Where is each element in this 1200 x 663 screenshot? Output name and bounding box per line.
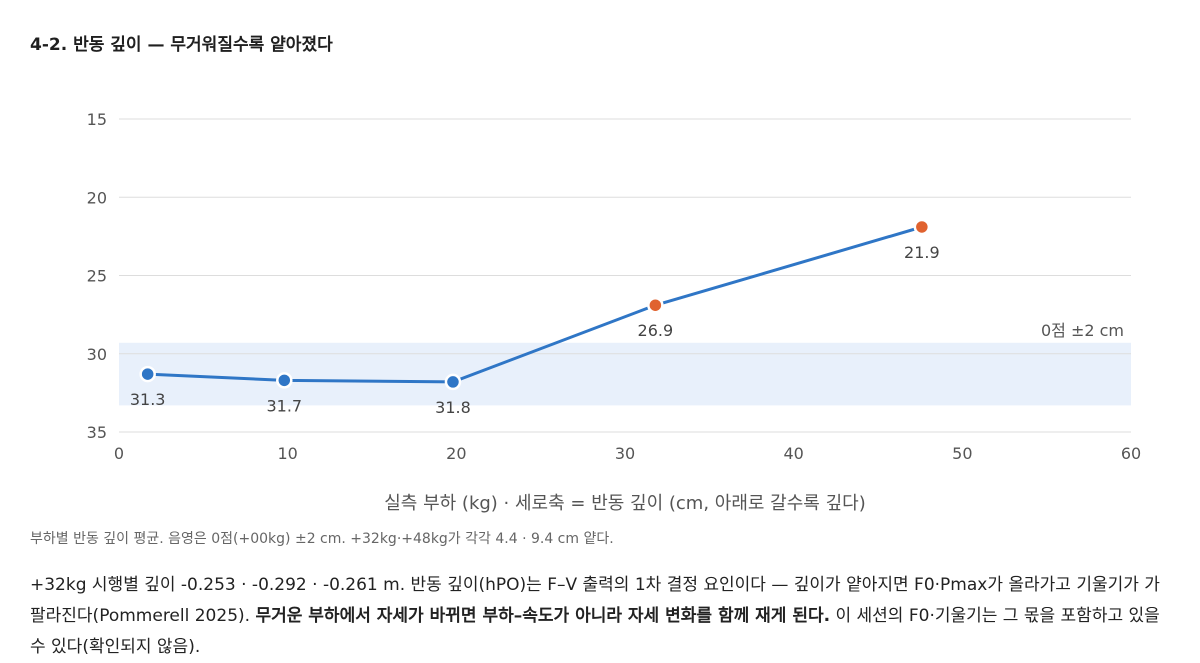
- data-label-3: 31.8: [435, 398, 471, 417]
- grid-layer: [119, 118, 1131, 433]
- x-tick-label-40: 40: [783, 444, 803, 463]
- data-point-5: [913, 218, 931, 236]
- data-points-layer: [139, 218, 931, 391]
- y-tick-label-25: 25: [87, 267, 107, 286]
- band-layer: 0점 ±2 cm: [119, 321, 1131, 406]
- analysis-text-part1: +32kg 시행별 깊이 -0.253 · -0.292 · -0.261 m.…: [30, 575, 1160, 626]
- x-tick-label-60: 60: [1121, 444, 1141, 463]
- section-title: 4-2. 반동 깊이 — 무거워질수록 얕아졌다: [30, 35, 333, 55]
- y-tick-label-35: 35: [87, 423, 107, 442]
- data-point-4: [647, 296, 664, 314]
- data-point-2: [276, 372, 293, 389]
- data-point-3: [444, 373, 462, 391]
- x-tick-label-10: 10: [277, 444, 297, 463]
- data-point-1: [139, 365, 156, 383]
- x-tick-label-30: 30: [615, 444, 635, 463]
- x-tick-label-0: 0: [114, 444, 124, 463]
- analysis-paragraph: +32kg 시행별 깊이 -0.253 · -0.292 · -0.261 m.…: [30, 570, 1170, 663]
- x-axis-title: 실측 부하 (kg) · 세로축 = 반동 깊이 (cm, 아래로 갈수록 깊다…: [384, 493, 865, 514]
- data-label-1: 31.3: [130, 390, 166, 409]
- x-tick-labels: 0 10 20 30 40 50 60: [114, 444, 1141, 463]
- analysis-emphasis: 무거운 부하에서 자세가 바뀌면 부하–속도가 아니라 자세 변화를 함께 재게…: [255, 606, 831, 626]
- y-tick-label-15: 15: [87, 110, 107, 129]
- data-labels-layer: 31.3 31.7 31.8 26.9 21.9: [130, 243, 940, 417]
- x-tick-label-50: 50: [952, 444, 972, 463]
- chart-caption: 부하별 반동 깊이 평균. 음영은 0점(+00kg) ±2 cm. +32kg…: [30, 531, 614, 547]
- analysis-text-part2: 이 세션의 F0·기울기는 그 몫을 포함하고 있을 수 있다(확인되지 않음)…: [30, 606, 1160, 657]
- data-label-5: 21.9: [904, 243, 940, 262]
- y-tick-labels: 15 20 25 30 35: [87, 110, 107, 442]
- y-tick-label-20: 20: [87, 188, 107, 207]
- x-tick-label-20: 20: [446, 444, 466, 463]
- data-label-4: 26.9: [638, 321, 674, 340]
- y-tick-label-30: 30: [87, 345, 107, 364]
- reference-band-label: 0점 ±2 cm: [1041, 321, 1124, 340]
- data-label-2: 31.7: [266, 396, 302, 415]
